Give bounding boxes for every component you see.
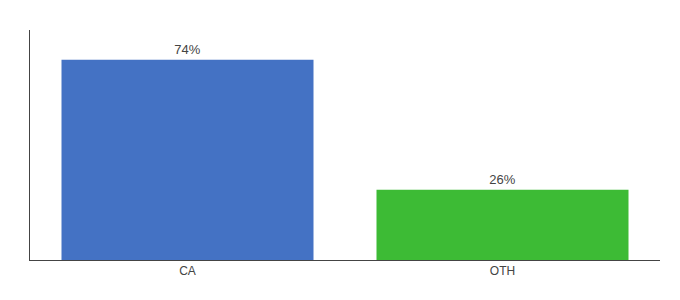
svg-text:26%: 26%	[489, 172, 515, 187]
svg-text:OTH: OTH	[490, 264, 515, 278]
svg-text:74%: 74%	[174, 42, 200, 57]
svg-text:CA: CA	[179, 264, 196, 278]
